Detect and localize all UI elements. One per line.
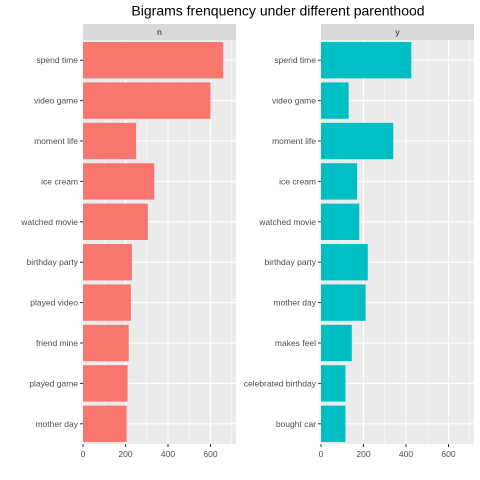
- bar-video-game: [321, 82, 349, 119]
- y-tick-label: birthday party: [265, 257, 317, 267]
- bar-video-game: [83, 82, 211, 119]
- x-tick-label: 400: [399, 449, 413, 459]
- x-tick-label: 200: [356, 449, 370, 459]
- bar-birthday-party: [83, 244, 132, 281]
- y-tick-label: moment life: [34, 136, 78, 146]
- y-tick-label: friend mine: [36, 338, 78, 348]
- y-tick-label: bought car: [276, 419, 316, 429]
- bar-mother-day: [83, 405, 127, 442]
- x-tick-label: 200: [118, 449, 132, 459]
- bar-watched-movie: [83, 203, 148, 240]
- bar-bought-car: [321, 405, 346, 442]
- y-tick-label: video game: [34, 96, 78, 106]
- bar-ice-cream: [83, 163, 155, 200]
- y-tick-label: video game: [272, 96, 316, 106]
- facet-panel-n: n spend time video game moment life ice crea…: [20, 24, 236, 459]
- y-tick-label: played video: [30, 298, 78, 308]
- facet-panel-y: y spend time video game moment life ice crea…: [244, 24, 474, 459]
- bar-friend-mine: [83, 324, 129, 362]
- bar-makes-feel: [321, 324, 352, 362]
- bar-played-game: [83, 365, 128, 402]
- facet-panels: n spend time video game moment life ice crea…: [20, 24, 474, 459]
- y-tick-label: watched movie: [258, 217, 316, 227]
- facet-strip: [321, 24, 474, 40]
- y-tick-label: birthday party: [27, 257, 79, 267]
- x-tick-label: 600: [441, 449, 455, 459]
- x-tick-label: 600: [203, 449, 217, 459]
- bar-celebrated-birthday: [321, 365, 346, 402]
- bar-watched-movie: [321, 203, 360, 240]
- y-tick-label: played game: [29, 378, 78, 388]
- y-tick-label: ice cream: [279, 176, 316, 186]
- bar-moment-life: [83, 122, 137, 160]
- y-tick-label: watched movie: [20, 217, 78, 227]
- bar-spend-time: [321, 42, 412, 79]
- y-tick-label: moment life: [272, 136, 316, 146]
- bar-moment-life: [321, 122, 394, 160]
- bar-ice-cream: [321, 163, 358, 200]
- y-tick-label: spend time: [274, 55, 316, 65]
- facet-strip-label: y: [395, 27, 400, 37]
- y-tick-label: makes feel: [275, 338, 316, 348]
- chart-title: Bigrams frenquency under different paren…: [131, 3, 424, 19]
- y-tick-label: mother day: [35, 419, 78, 429]
- y-tick-label: mother day: [273, 298, 316, 308]
- bar-birthday-party: [321, 244, 368, 281]
- y-tick-label: celebrated birthday: [244, 378, 317, 388]
- bar-played-video: [83, 284, 131, 321]
- facet-strip-label: n: [157, 27, 162, 37]
- x-tick-label: 0: [319, 449, 324, 459]
- bar-mother-day: [321, 284, 366, 321]
- y-tick-label: spend time: [36, 55, 78, 65]
- x-tick-label: 400: [161, 449, 175, 459]
- y-tick-label: ice cream: [41, 176, 78, 186]
- facet-strip: [83, 24, 236, 40]
- bar-spend-time: [83, 42, 224, 79]
- x-tick-label: 0: [81, 449, 86, 459]
